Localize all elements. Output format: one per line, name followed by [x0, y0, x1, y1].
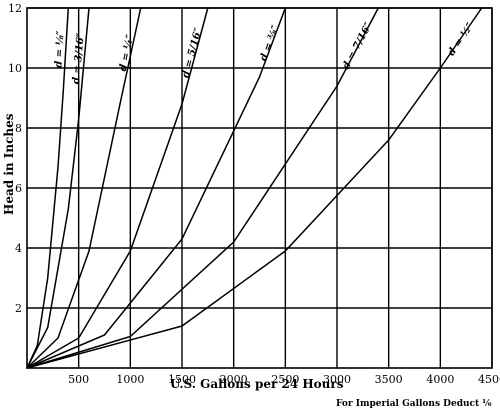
data-point	[103, 334, 106, 336]
x-tick-label: 3000	[323, 373, 351, 386]
data-point	[57, 337, 59, 339]
x-tick-label: 1000	[116, 373, 144, 386]
data-point	[336, 85, 338, 87]
data-point	[67, 208, 69, 210]
series-label: d = 5/16″	[180, 26, 204, 79]
y-axis-label: Head in Inches	[2, 113, 16, 215]
data-point	[88, 7, 90, 9]
data-point	[439, 67, 441, 69]
series-label: d = ¼″	[118, 33, 137, 72]
data-point	[233, 241, 235, 243]
x-tick-label: 2500	[271, 373, 299, 386]
grid	[26, 7, 493, 369]
data-point	[119, 103, 121, 105]
data-point	[47, 277, 49, 279]
x-axis-label: U.S. Gallons per 24 Hours	[170, 377, 344, 391]
data-point	[26, 367, 28, 369]
data-point	[207, 7, 209, 9]
data-point	[181, 325, 183, 327]
y-tick-label: 2	[15, 302, 22, 315]
x-tick-label: 4500	[478, 373, 500, 386]
x-tick-label: 2000	[220, 373, 248, 386]
data-point	[181, 238, 183, 240]
data-point	[284, 250, 286, 252]
data-point	[57, 166, 59, 168]
data-point	[47, 326, 49, 329]
series-label: d = ⅛″	[53, 30, 66, 68]
y-tick-label: 12	[8, 2, 22, 15]
data-point	[388, 139, 390, 141]
x-tick-label: 500	[68, 373, 89, 386]
data-point	[129, 335, 131, 338]
data-point	[67, 7, 69, 9]
imperial-note: For Imperial Gallons Deduct ⅙	[336, 399, 492, 409]
data-point	[181, 103, 183, 105]
data-point	[129, 250, 131, 252]
data-point	[377, 7, 379, 9]
y-tick-label: 6	[15, 182, 22, 195]
data-point	[88, 250, 90, 252]
series-label: d = 3/16″	[71, 32, 87, 85]
y-tick-labels: 2 4 6 8 10 12	[8, 2, 22, 315]
data-point	[258, 76, 261, 78]
x-tick-labels: 500 1000 1500 2000 2500 3000 3500 4000 4500	[68, 373, 500, 386]
data-point	[284, 7, 286, 9]
x-tick-label: 3500	[375, 373, 403, 386]
curve-labels: d = ⅛″ d = 3/16″ d = ¼″ d = 5/16″ d = ⅜″ d = …	[53, 20, 476, 84]
y-tick-label: 10	[8, 62, 22, 75]
data-point	[62, 91, 64, 93]
curves	[26, 7, 483, 369]
data-point	[481, 7, 483, 9]
series-label: d = ½″	[446, 21, 476, 58]
x-tick-label: 4000	[426, 373, 454, 386]
data-point	[78, 337, 80, 339]
series-curve	[26, 7, 483, 369]
series-label: d = 7/16″	[341, 20, 375, 71]
series-label: d = ⅜″	[258, 24, 282, 63]
y-tick-label: 4	[15, 242, 22, 255]
data-point	[78, 118, 80, 120]
y-tick-label: 8	[15, 122, 22, 135]
series-curve	[26, 7, 70, 369]
data-point	[140, 7, 142, 9]
x-tick-label: 1500	[168, 373, 196, 386]
